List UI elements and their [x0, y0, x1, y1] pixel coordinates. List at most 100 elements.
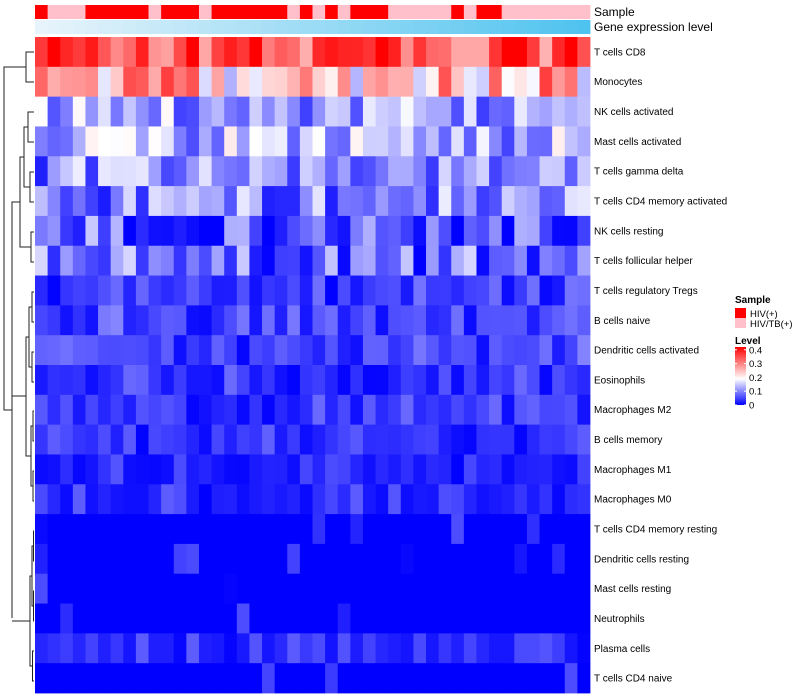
heatmap-cell — [337, 215, 351, 247]
heatmap-cell — [476, 37, 490, 68]
sample-cell — [501, 5, 515, 19]
heatmap-cell — [236, 186, 250, 217]
heatmap-cell — [476, 215, 490, 247]
heatmap-cell — [514, 66, 528, 98]
heatmap-cell — [501, 454, 515, 485]
heatmap-cell — [85, 603, 99, 634]
heatmap-cell — [451, 126, 465, 157]
heatmap-cell — [287, 424, 301, 455]
heatmap-cell — [501, 66, 515, 98]
heatmap-cell — [262, 603, 276, 634]
heatmap-cell — [362, 424, 376, 455]
expression-cell — [262, 20, 276, 34]
heatmap-cell — [85, 663, 99, 694]
heatmap-cell — [489, 573, 503, 604]
heatmap-cell — [249, 514, 263, 545]
heatmap-cell — [60, 573, 74, 604]
heatmap-cell — [47, 305, 61, 336]
heatmap-cell — [98, 335, 112, 366]
heatmap-cell — [60, 663, 74, 694]
heatmap-cell — [426, 37, 440, 68]
expression-cell — [60, 20, 74, 34]
heatmap-cell — [110, 96, 124, 127]
heatmap-cell — [85, 156, 99, 187]
heatmap-cell — [564, 245, 578, 276]
heatmap-cell — [110, 305, 124, 336]
heatmap-cell — [451, 424, 465, 455]
heatmap-cell — [325, 454, 339, 485]
heatmap-cell — [312, 365, 326, 396]
heatmap-cell — [123, 454, 137, 485]
heatmap-cell — [224, 424, 238, 455]
heatmap-cell — [451, 156, 465, 187]
heatmap-cell — [287, 573, 301, 604]
heatmap-cell — [72, 365, 86, 396]
heatmap-cell — [350, 126, 364, 157]
heatmap-cell — [413, 37, 427, 68]
heatmap-cell — [274, 543, 288, 575]
heatmap-cell — [85, 305, 99, 336]
heatmap-cell — [539, 603, 553, 634]
heatmap-cell — [526, 633, 540, 664]
heatmap-cell — [98, 603, 112, 634]
heatmap-cell — [236, 215, 250, 247]
heatmap-cell — [47, 245, 61, 276]
heatmap-cell — [262, 96, 276, 127]
heatmap-cell — [186, 126, 200, 157]
sample-cell — [514, 5, 528, 19]
heatmap-cell — [400, 156, 414, 187]
heatmap-cell — [35, 126, 49, 157]
heatmap-cell — [287, 484, 301, 515]
heatmap-cell — [514, 633, 528, 664]
heatmap-cell — [577, 245, 591, 276]
heatmap-cell — [577, 365, 591, 396]
heatmap-cell — [186, 365, 200, 396]
heatmap-cell — [489, 663, 503, 694]
heatmap-cell — [72, 335, 86, 366]
heatmap-cell — [135, 573, 149, 604]
heatmap-cell — [438, 543, 452, 575]
heatmap-cell — [438, 573, 452, 604]
heatmap-cell — [501, 543, 515, 575]
heatmap-cell — [47, 394, 61, 426]
heatmap-cell — [173, 245, 187, 276]
heatmap-cell — [514, 424, 528, 455]
row-label: B cells memory — [594, 435, 662, 446]
heatmap-cell — [413, 454, 427, 485]
row-label: T cells CD4 memory activated — [594, 197, 727, 208]
heatmap-cell — [552, 484, 566, 515]
heatmap-cell — [148, 514, 162, 545]
heatmap-cell — [60, 365, 74, 396]
heatmap-cell — [262, 186, 276, 217]
heatmap-cell — [438, 186, 452, 217]
heatmap-cell — [463, 454, 477, 485]
heatmap-cell — [362, 633, 376, 664]
heatmap-cell — [60, 543, 74, 575]
heatmap-cell — [312, 394, 326, 426]
heatmap-cell — [489, 603, 503, 634]
heatmap-cell — [350, 454, 364, 485]
heatmap-cell — [287, 126, 301, 157]
heatmap-cell — [426, 424, 440, 455]
heatmap-cell — [362, 543, 376, 575]
heatmap-cell — [388, 186, 402, 217]
heatmap-cell — [135, 543, 149, 575]
heatmap-cell — [463, 335, 477, 366]
sample-cell — [123, 5, 137, 19]
heatmap-cell — [123, 514, 137, 545]
heatmap-cell — [287, 394, 301, 426]
heatmap-cell — [224, 335, 238, 366]
heatmap-cell — [173, 186, 187, 217]
row-label: T cells gamma delta — [594, 167, 684, 178]
heatmap-cell — [438, 365, 452, 396]
expression-cell — [236, 20, 250, 34]
heatmap-cell — [198, 245, 212, 276]
heatmap-cell — [400, 633, 414, 664]
heatmap-cell — [161, 454, 175, 485]
heatmap-cell — [438, 245, 452, 276]
heatmap-cell — [85, 215, 99, 247]
heatmap-cell — [60, 484, 74, 515]
heatmap-cell — [325, 365, 339, 396]
heatmap-cell — [161, 215, 175, 247]
heatmap-cell — [325, 245, 339, 276]
